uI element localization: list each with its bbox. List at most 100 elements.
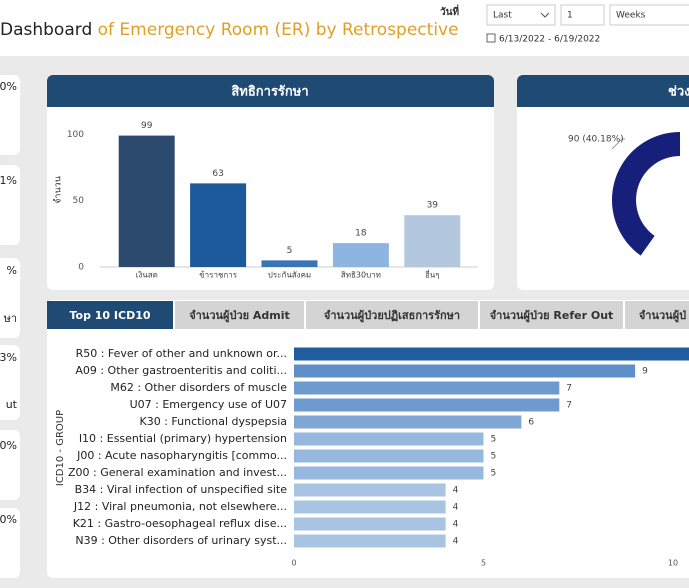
- hbar: [294, 517, 446, 531]
- tab[interactable]: [175, 301, 304, 329]
- leader-line: [611, 138, 625, 150]
- hbar-value-label: 9: [642, 367, 648, 377]
- tab-label: จำนวนผู้ป่: [639, 309, 686, 323]
- hbar-value-label: 4: [453, 537, 459, 547]
- bar: [404, 215, 461, 267]
- x-tick-label: ประกันสังคม: [268, 271, 311, 280]
- hbar: [294, 449, 484, 463]
- hbar-value-label: 4: [453, 486, 459, 496]
- tab[interactable]: [306, 301, 478, 329]
- hbar: [294, 364, 636, 378]
- tab[interactable]: [625, 301, 689, 329]
- bar-value-label: 63: [212, 169, 223, 179]
- bar-y-label: จำนวน: [53, 176, 64, 204]
- category-label: K30 : Functional dyspepsia: [140, 415, 287, 428]
- bar: [190, 183, 247, 267]
- category-label: I10 : Essential (primary) hypertension: [79, 432, 287, 445]
- tab-label: จำนวนผู้ป่วยปฏิเสธการรักษา: [324, 309, 460, 323]
- x-tick-label: อื่นๆ: [425, 269, 440, 280]
- kpi-text: ut: [6, 398, 18, 411]
- x-tick-label: ข้าราชการ: [199, 271, 238, 280]
- count-value: 1: [567, 11, 573, 21]
- tab[interactable]: [47, 301, 173, 329]
- x-tick-label: 10: [668, 559, 678, 568]
- kpi-text: ษา: [4, 312, 17, 325]
- tab-label: จำนวนผู้ป่วย Admit: [189, 309, 290, 323]
- bar: [261, 260, 318, 267]
- tab[interactable]: [480, 301, 623, 329]
- category-label: J00 : Acute nasopharyngitis [commo...: [76, 449, 287, 462]
- kpi-text: 30%: [0, 80, 17, 93]
- donut-panel: [517, 75, 689, 290]
- kpi-text: 0%: [0, 513, 17, 526]
- hbar: [294, 483, 446, 497]
- y-tick-label: 50: [73, 196, 85, 206]
- x-tick-label: 5: [481, 559, 486, 568]
- filter-label: วันที่: [440, 4, 459, 18]
- period-dropdown[interactable]: [486, 4, 556, 26]
- donut-clip: [612, 132, 680, 256]
- category-label: K21 : Gastro-oesophageal reflux dise...: [73, 517, 287, 530]
- kpi-text: 00%: [0, 439, 17, 452]
- title-prefix: Dashboard of Emergency Room (ER) by Retr…: [0, 20, 459, 40]
- category-label: R50 : Fever of other and unknown or...: [76, 347, 287, 360]
- x-tick-label: สิทธิ30บาท: [341, 271, 381, 280]
- hbar: [294, 534, 446, 548]
- hbar-value-label: 4: [453, 503, 459, 513]
- count-input[interactable]: [560, 4, 605, 26]
- hbar-value-label: 5: [491, 452, 497, 462]
- period-value: Last: [493, 11, 512, 21]
- donut-panel-header: [517, 75, 689, 107]
- hbar-value-label: 6: [528, 418, 534, 428]
- unit-dropdown[interactable]: [609, 4, 689, 26]
- kpi-card: [0, 75, 20, 155]
- tab-label: จำนวนผู้ป่วย Refer Out: [490, 309, 614, 323]
- bar-title: สิทธิการรักษา: [231, 85, 308, 100]
- kpi-card: [0, 165, 20, 245]
- hbar: [294, 500, 446, 514]
- bar-value-label: 99: [141, 121, 153, 131]
- kpi-card: [0, 508, 20, 578]
- calendar-icon: [486, 33, 496, 43]
- kpi-text: 1%: [0, 174, 17, 187]
- hbar: [294, 398, 560, 412]
- hbar: [294, 381, 560, 395]
- x-tick-label: 0: [291, 559, 296, 568]
- y-tick-label: 100: [67, 130, 84, 140]
- category-label: A09 : Other gastroenteritis and coliti..…: [75, 364, 287, 377]
- hbar-value-label: 7: [566, 401, 572, 411]
- hbar-value-label: 7: [566, 384, 572, 394]
- kpi-card: [0, 258, 20, 338]
- donut-label: 90 (40.18%): [568, 135, 624, 145]
- bar: [118, 135, 175, 267]
- hbar: [294, 466, 484, 480]
- bar-value-label: 39: [427, 201, 439, 211]
- hbar-y-label: ICD10 - GROUP: [55, 410, 66, 486]
- hbar-value-label: 4: [453, 520, 459, 530]
- category-label: J12 : Viral pneumonia, not elsewhere...: [73, 500, 287, 513]
- category-label: U07 : Emergency use of U07: [130, 398, 287, 411]
- y-tick-label: 0: [78, 263, 84, 273]
- donut-segment: [612, 132, 680, 256]
- tab-label: Top 10 ICD10: [69, 309, 150, 322]
- bar-panel-header: [47, 75, 494, 107]
- kpi-text: %: [7, 264, 17, 277]
- hbar: [294, 347, 689, 361]
- category-label: B34 : Viral infection of unspecified sit…: [75, 483, 288, 496]
- kpi-text: 3%: [0, 351, 17, 364]
- title-prefix-text: Dashboard: [0, 20, 92, 40]
- title-rest: of Emergency Room (ER) by Retrospective: [98, 20, 459, 40]
- hbar: [294, 432, 484, 446]
- date-range: 6/13/2022 - 6/19/2022: [499, 35, 600, 45]
- hbar-value-label: 5: [491, 435, 497, 445]
- donut-title: ช่วง: [668, 85, 689, 100]
- bar: [332, 243, 389, 267]
- x-tick-label: เงินสด: [136, 271, 158, 280]
- dropdown-arrow: [540, 12, 550, 18]
- category-label: N39 : Other disorders of urinary syst...: [75, 534, 287, 547]
- bar-value-label: 18: [355, 229, 367, 239]
- kpi-card: [0, 345, 20, 420]
- unit-value: Weeks: [616, 11, 646, 21]
- hbar: [294, 415, 522, 429]
